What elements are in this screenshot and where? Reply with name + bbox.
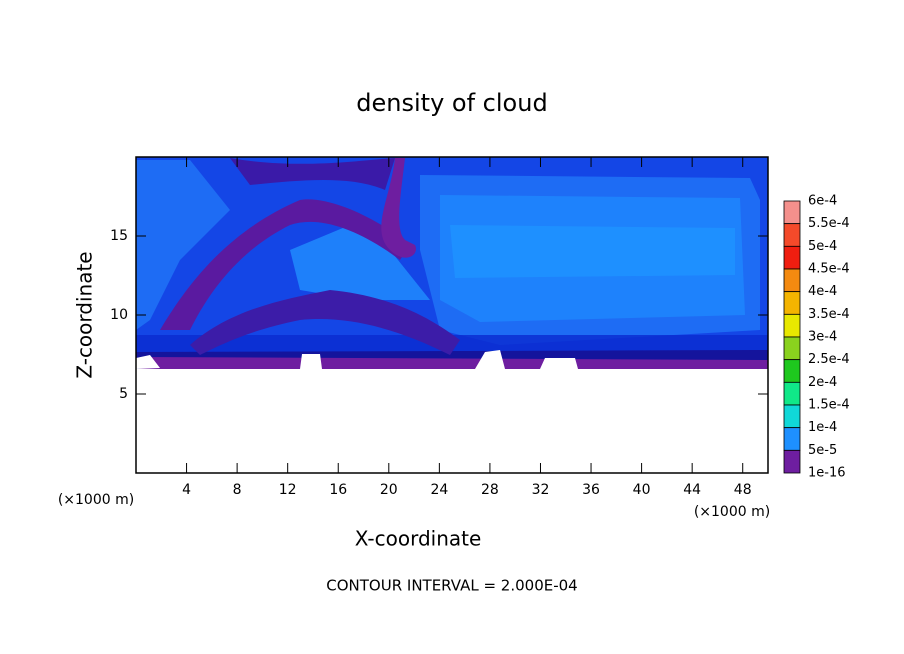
x-tick-label: 28 [481, 482, 499, 498]
chart-title: density of cloud [356, 89, 547, 117]
field-region [230, 158, 395, 190]
y-unit: (×1000 m) [58, 492, 134, 508]
colorbar-label: 1.5e-4 [808, 398, 850, 413]
field-region [140, 357, 768, 369]
field-region [290, 225, 430, 300]
y-tick-label: 15 [110, 228, 128, 244]
x-tick-label: 8 [233, 482, 242, 498]
colorbar-box [783, 223, 801, 247]
field-region [381, 158, 416, 258]
x-tick-label: 16 [329, 482, 347, 498]
field-region [450, 225, 735, 278]
colorbar-label: 2.5e-4 [808, 352, 850, 367]
terrain [136, 369, 768, 473]
colorbar-box [783, 200, 801, 225]
colorbar-box [783, 381, 801, 406]
colorbar-label: 5e-4 [808, 239, 837, 254]
x-tick-label: 40 [633, 482, 651, 498]
y-tick-label: 5 [119, 386, 128, 402]
x-tick-label: 12 [279, 482, 297, 498]
colorbar-box [783, 336, 801, 361]
x-tick-label: 4 [182, 482, 191, 498]
colorbar-box [783, 291, 801, 315]
contour-field [136, 157, 768, 473]
field-region [136, 160, 230, 330]
x-tick-label: 20 [380, 482, 398, 498]
colorbar-label: 4e-4 [808, 284, 837, 299]
colorbar-box [783, 449, 801, 474]
footnote: CONTOUR INTERVAL = 2.000E-04 [326, 577, 577, 595]
x-tick-label: 48 [734, 482, 752, 498]
colorbar-label: 4.5e-4 [808, 262, 850, 277]
x-tick-label: 32 [532, 482, 550, 498]
colorbar-label: 3.5e-4 [808, 307, 850, 322]
colorbar-label: 6e-4 [808, 194, 837, 209]
colorbar-box [783, 245, 801, 270]
colorbar-label: 5.5e-4 [808, 216, 850, 231]
colorbar-box [783, 359, 801, 383]
terrain [136, 350, 578, 369]
x-tick-label: 44 [683, 482, 701, 498]
colorbar-box [783, 268, 801, 293]
x-tick-label: 24 [430, 482, 448, 498]
colorbar-label: 5e-5 [808, 443, 837, 458]
colorbar-label: 1e-16 [808, 466, 846, 481]
y-tick-label: 10 [110, 307, 128, 323]
colorbar-box [783, 427, 801, 451]
colorbar-label: 1e-4 [808, 420, 837, 435]
colorbar-box [783, 313, 801, 338]
x-tick-label: 36 [582, 482, 600, 498]
colorbar-box [783, 404, 801, 429]
x-axis-title: X-coordinate [355, 527, 482, 551]
y-axis-title: Z-coordinate [73, 251, 97, 378]
colorbar-label: 3e-4 [808, 330, 837, 345]
x-unit: (×1000 m) [694, 504, 770, 520]
field-region [190, 290, 460, 355]
field-region [160, 199, 410, 330]
colorbar-label: 2e-4 [808, 375, 837, 390]
